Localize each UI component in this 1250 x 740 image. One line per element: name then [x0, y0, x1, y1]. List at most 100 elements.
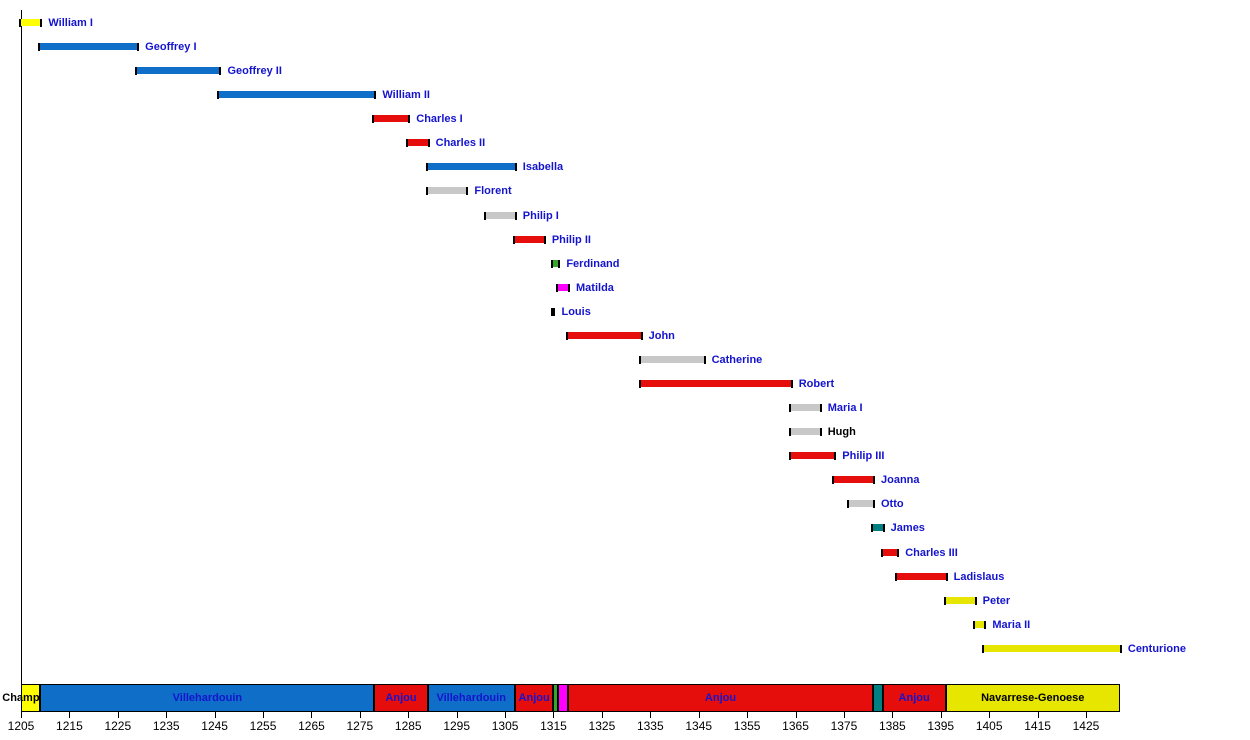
- dynasty-label[interactable]: Anjou: [385, 692, 417, 704]
- reign-label[interactable]: Charles I: [416, 113, 463, 125]
- dynasty-label[interactable]: Villehardouin: [436, 692, 506, 704]
- reign-label[interactable]: Maria II: [992, 619, 1031, 631]
- bar-start-tick: [788, 404, 791, 412]
- x-axis-tick: [601, 712, 603, 718]
- reign-bar: [568, 332, 641, 339]
- reign-label[interactable]: Florent: [474, 185, 512, 197]
- x-axis-tick: [843, 712, 845, 718]
- x-axis-tick-label: 1265: [298, 719, 325, 733]
- bar-start-tick: [943, 597, 946, 605]
- dynasty-segment: Anjou: [374, 684, 428, 712]
- y-axis-line: [21, 10, 22, 712]
- dynasty-segment: [872, 684, 883, 712]
- reign-label[interactable]: James: [890, 522, 925, 534]
- bar-end-tick: [408, 115, 411, 123]
- x-axis-tick: [505, 712, 507, 718]
- dynasty-segment: [558, 684, 568, 712]
- dynasty-label[interactable]: Villehardouin: [172, 692, 243, 704]
- reign-label[interactable]: Ferdinand: [566, 258, 620, 270]
- bar-start-tick: [425, 163, 428, 171]
- bar-end-tick: [40, 19, 43, 27]
- reign-label[interactable]: Catherine: [711, 354, 763, 366]
- reign-bar: [945, 597, 975, 604]
- reign-bar: [984, 645, 1120, 652]
- bar-end-tick: [427, 139, 430, 147]
- x-axis-tick: [21, 712, 22, 718]
- x-axis-tick: [698, 712, 700, 718]
- reign-label[interactable]: Charles II: [435, 137, 486, 149]
- x-axis-tick: [989, 712, 991, 718]
- bar-start-tick: [556, 284, 559, 292]
- x-axis-tick: [359, 712, 361, 718]
- reign-label[interactable]: William I: [48, 17, 93, 29]
- bar-end-tick: [834, 452, 837, 460]
- x-axis-tick-label: 1275: [346, 719, 374, 733]
- reign-label[interactable]: Ladislaus: [953, 571, 1005, 583]
- reign-label[interactable]: Robert: [798, 378, 835, 390]
- reign-label[interactable]: Maria I: [827, 402, 863, 414]
- dynasty-segment: Navarrese-Genoese: [945, 684, 1120, 712]
- x-axis-tick: [940, 712, 942, 718]
- dynasty-segment: [553, 684, 559, 712]
- bar-start-tick: [135, 67, 138, 75]
- reign-bar: [514, 236, 544, 243]
- bar-start-tick: [372, 115, 375, 123]
- reign-label[interactable]: Geoffrey I: [145, 41, 197, 53]
- x-axis-tick-label: 1405: [975, 719, 1003, 733]
- bar-end-tick: [819, 404, 822, 412]
- reign-bar: [790, 428, 820, 435]
- reign-label[interactable]: Charles III: [905, 547, 958, 559]
- bar-start-tick: [217, 91, 220, 99]
- reign-label[interactable]: Peter: [982, 595, 1011, 607]
- reign-bar: [640, 356, 704, 363]
- bar-end-tick: [553, 308, 556, 316]
- reign-label[interactable]: Centurione: [1127, 643, 1186, 655]
- reign-bar: [848, 500, 873, 507]
- bar-end-tick: [514, 163, 517, 171]
- reign-label[interactable]: Philip III: [842, 450, 885, 462]
- reign-label[interactable]: Geoffrey II: [227, 65, 282, 77]
- reign-label[interactable]: John: [648, 330, 675, 342]
- reign-label[interactable]: Otto: [880, 498, 904, 510]
- bar-start-tick: [788, 452, 791, 460]
- x-axis-tick: [456, 712, 458, 718]
- x-axis-tick-label: 1415: [1024, 719, 1051, 733]
- bar-start-tick: [425, 187, 428, 195]
- reign-bar: [374, 115, 409, 122]
- reign-label[interactable]: William II: [382, 89, 430, 101]
- dynasty-segment: Champlitte: [2, 684, 59, 712]
- x-axis-tick-label: 1325: [588, 719, 616, 733]
- dynasty-label[interactable]: Anjou: [518, 692, 550, 704]
- x-axis-tick-label: 1225: [104, 719, 132, 733]
- dynasty-segment: Anjou: [568, 684, 873, 712]
- reign-bar: [558, 284, 568, 291]
- reign-label[interactable]: Philip II: [551, 234, 591, 246]
- x-axis-tick: [747, 712, 749, 718]
- bar-end-tick: [543, 236, 546, 244]
- x-axis-tick-label: 1335: [636, 719, 664, 733]
- reign-label[interactable]: Louis: [561, 306, 591, 318]
- reign-label[interactable]: Isabella: [522, 161, 564, 173]
- bar-start-tick: [566, 332, 569, 340]
- dynasty-segment: Villehardouin: [40, 684, 375, 712]
- x-axis-tick-label: 1355: [733, 719, 761, 733]
- reign-bar: [21, 19, 41, 26]
- reign-label: Hugh: [827, 426, 856, 438]
- bar-end-tick: [882, 524, 885, 532]
- bar-start-tick: [880, 549, 883, 557]
- dynasty-label[interactable]: Anjou: [704, 692, 737, 704]
- bar-end-tick: [790, 380, 793, 388]
- reign-label[interactable]: Philip I: [522, 210, 559, 222]
- reign-label[interactable]: Matilda: [576, 282, 614, 294]
- bar-start-tick: [972, 621, 975, 629]
- bar-start-tick: [870, 524, 873, 532]
- dynasty-label: Navarrese-Genoese: [981, 692, 1085, 704]
- bar-start-tick: [832, 476, 835, 484]
- bar-start-tick: [551, 260, 554, 268]
- x-axis-tick-label: 1245: [201, 719, 228, 733]
- x-axis-tick-label: 1305: [491, 719, 519, 733]
- x-axis-tick: [408, 712, 410, 718]
- reign-label[interactable]: Joanna: [880, 474, 920, 486]
- dynasty-label[interactable]: Anjou: [898, 692, 930, 704]
